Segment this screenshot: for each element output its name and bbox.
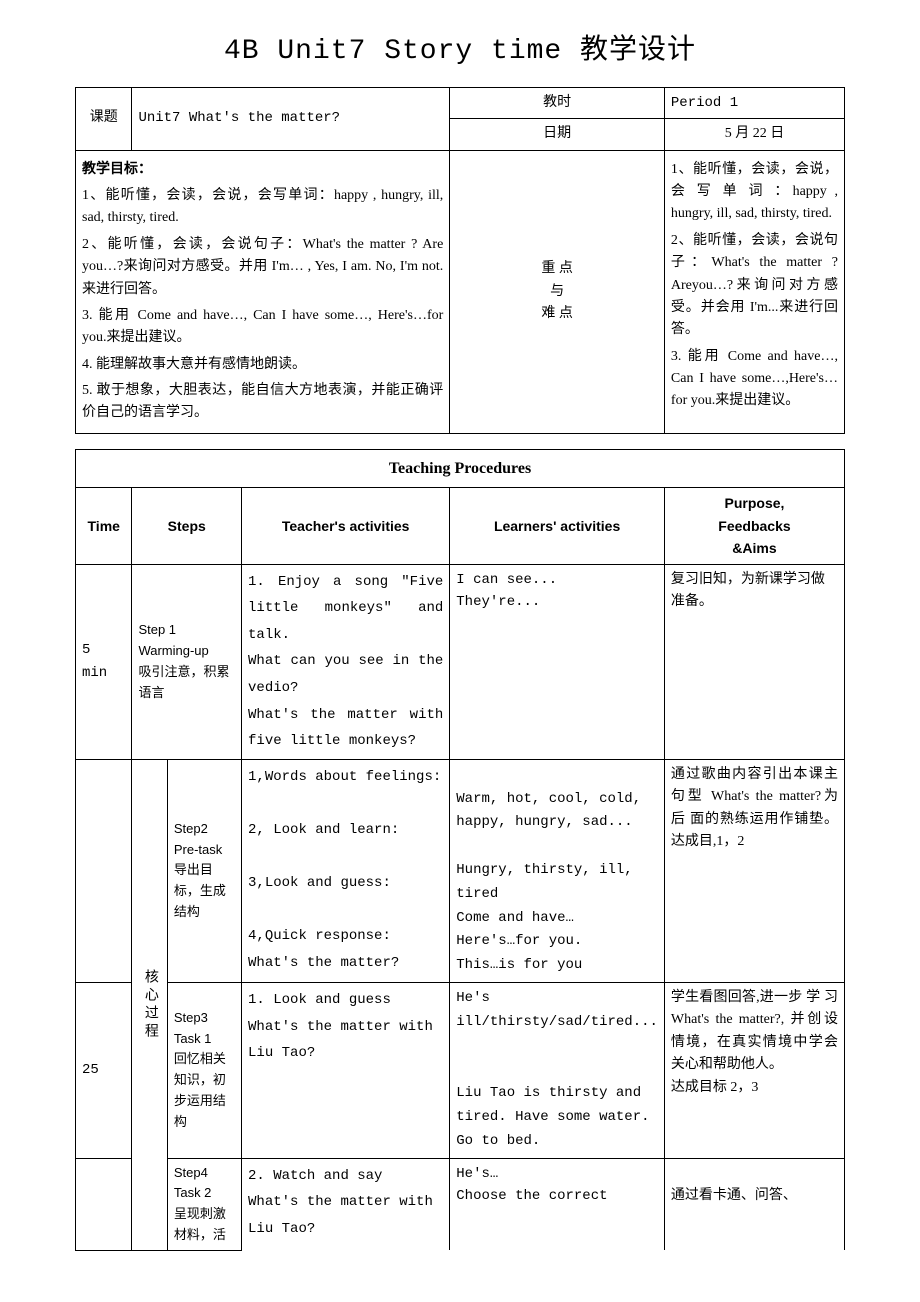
procedures-title-row: Teaching Procedures <box>76 449 845 488</box>
goals-cell: 教学目标： 1、能听懂，会读，会说，会写单词：happy , hungry, i… <box>76 150 450 433</box>
col-time: Time <box>76 488 132 564</box>
header-row-1: 课题 Unit7 What's the matter? 教时 Period 1 <box>76 87 845 118</box>
step4-en: Step4 Task 2 <box>174 1163 235 1205</box>
keypoint-1: 1、能听懂，会读，会说，会 写 单 词 ：happy , hungry, ill… <box>671 159 838 226</box>
cell-teacher-2: 1,Words about feelings: 2, Look and lear… <box>242 759 450 982</box>
cell-purpose-1: 复习旧知，为新课学习做准备。 <box>664 564 844 759</box>
goals-row: 教学目标： 1、能听懂，会读，会说，会写单词：happy , hungry, i… <box>76 150 845 433</box>
step4-cn: 呈现刺激材料，活 <box>174 1204 235 1246</box>
table-row: 25 Step3 Task 1 回忆相关知识，初步运用结构 1. Look an… <box>76 982 845 1158</box>
cell-purpose-2: 通过歌曲内容引出本课主句型 What's the matter?为 后 面的熟练… <box>664 759 844 982</box>
cell-learner-4: He's… Choose the correct <box>450 1158 665 1250</box>
value-topic: Unit7 What's the matter? <box>132 87 450 150</box>
table-row: Step4 Task 2 呈现刺激材料，活 2. Watch and say W… <box>76 1158 845 1250</box>
value-period: Period 1 <box>664 87 844 118</box>
page-title: 4B Unit7 Story time 教学设计 <box>75 30 845 75</box>
cell-teacher-3: 1. Look and guess What's the matter with… <box>242 982 450 1158</box>
spacer <box>76 433 845 449</box>
step1-en: Step 1 Warming-up <box>138 620 235 662</box>
step3-en: Step3 Task 1 <box>174 1008 235 1050</box>
cell-step-3: Step3 Task 1 回忆相关知识，初步运用结构 <box>167 982 241 1158</box>
keypoints-cell: 1、能听懂，会读，会说，会 写 单 词 ：happy , hungry, ill… <box>664 150 844 433</box>
cell-step-2: Step2 Pre-task 导出目标，生成结构 <box>167 759 241 982</box>
table-row: 5 min Step 1 Warming-up 吸引注意，积累语言 1. Enj… <box>76 564 845 759</box>
cell-time-2 <box>76 759 132 982</box>
col-purpose: Purpose, Feedbacks &Aims <box>664 488 844 564</box>
col-teacher: Teacher's activities <box>242 488 450 564</box>
goal-5: 5. 敢于想象，大胆表达，能自信大方地表演，并能正确评价自己的语言学习。 <box>82 380 443 425</box>
step1-cn: 吸引注意，积累语言 <box>138 662 235 704</box>
cell-learner-1: I can see... They're... <box>450 564 665 759</box>
keypoint-3: 3. 能用 Come and have…, Can I have some…,H… <box>671 346 838 413</box>
cell-purpose-4: 通过看卡通、问答、 <box>664 1158 844 1250</box>
goal-3: 3. 能用 Come and have…, Can I have some…, … <box>82 305 443 350</box>
core-process-label: 核心过程 <box>132 759 167 1250</box>
value-date: 5 月 22 日 <box>664 119 844 150</box>
step3-cn: 回忆相关知识，初步运用结构 <box>174 1049 235 1132</box>
lesson-plan-table: 课题 Unit7 What's the matter? 教时 Period 1 … <box>75 87 845 1251</box>
step2-cn: 导出目标，生成结构 <box>174 860 235 922</box>
cell-purpose-3: 学生看图回答,进一步 学 习 What's the matter?, 并创设情境… <box>664 982 844 1158</box>
cell-time-1: 5 min <box>76 564 132 759</box>
cell-learner-2: Warm, hot, cool, cold, happy, hungry, sa… <box>450 759 665 982</box>
label-keypoints: 重 点 与 难 点 <box>450 150 665 433</box>
goals-label: 教学目标： <box>82 159 443 181</box>
cell-step-1: Step 1 Warming-up 吸引注意，积累语言 <box>132 564 242 759</box>
column-header-row: Time Steps Teacher's activities Learners… <box>76 488 845 564</box>
col-steps: Steps <box>132 488 242 564</box>
cell-time-3: 25 <box>76 982 132 1158</box>
cell-teacher-4: 2. Watch and say What's the matter with … <box>242 1158 450 1250</box>
cell-learner-3: He's ill/thirsty/sad/tired... Liu Tao is… <box>450 982 665 1158</box>
label-period: 教时 <box>450 87 665 118</box>
table-row: 核心过程 Step2 Pre-task 导出目标，生成结构 1,Words ab… <box>76 759 845 982</box>
label-date: 日期 <box>450 119 665 150</box>
cell-time-4 <box>76 1158 132 1250</box>
cell-teacher-1: 1. Enjoy a song "Five little monkeys" an… <box>242 564 450 759</box>
cell-step-4: Step4 Task 2 呈现刺激材料，活 <box>167 1158 241 1250</box>
col-learner: Learners' activities <box>450 488 665 564</box>
goal-1: 1、能听懂，会读，会说，会写单词：happy , hungry, ill, sa… <box>82 185 443 230</box>
label-topic: 课题 <box>76 87 132 150</box>
goal-2: 2、能听懂，会读，会说句子：What's the matter ? Are yo… <box>82 234 443 301</box>
procedures-title: Teaching Procedures <box>76 449 845 488</box>
keypoint-2: 2、能听懂，会读，会说句子：What's the matter ? Areyou… <box>671 230 838 342</box>
goal-4: 4. 能理解故事大意并有感情地朗读。 <box>82 354 443 376</box>
step2-en: Step2 Pre-task <box>174 819 235 861</box>
